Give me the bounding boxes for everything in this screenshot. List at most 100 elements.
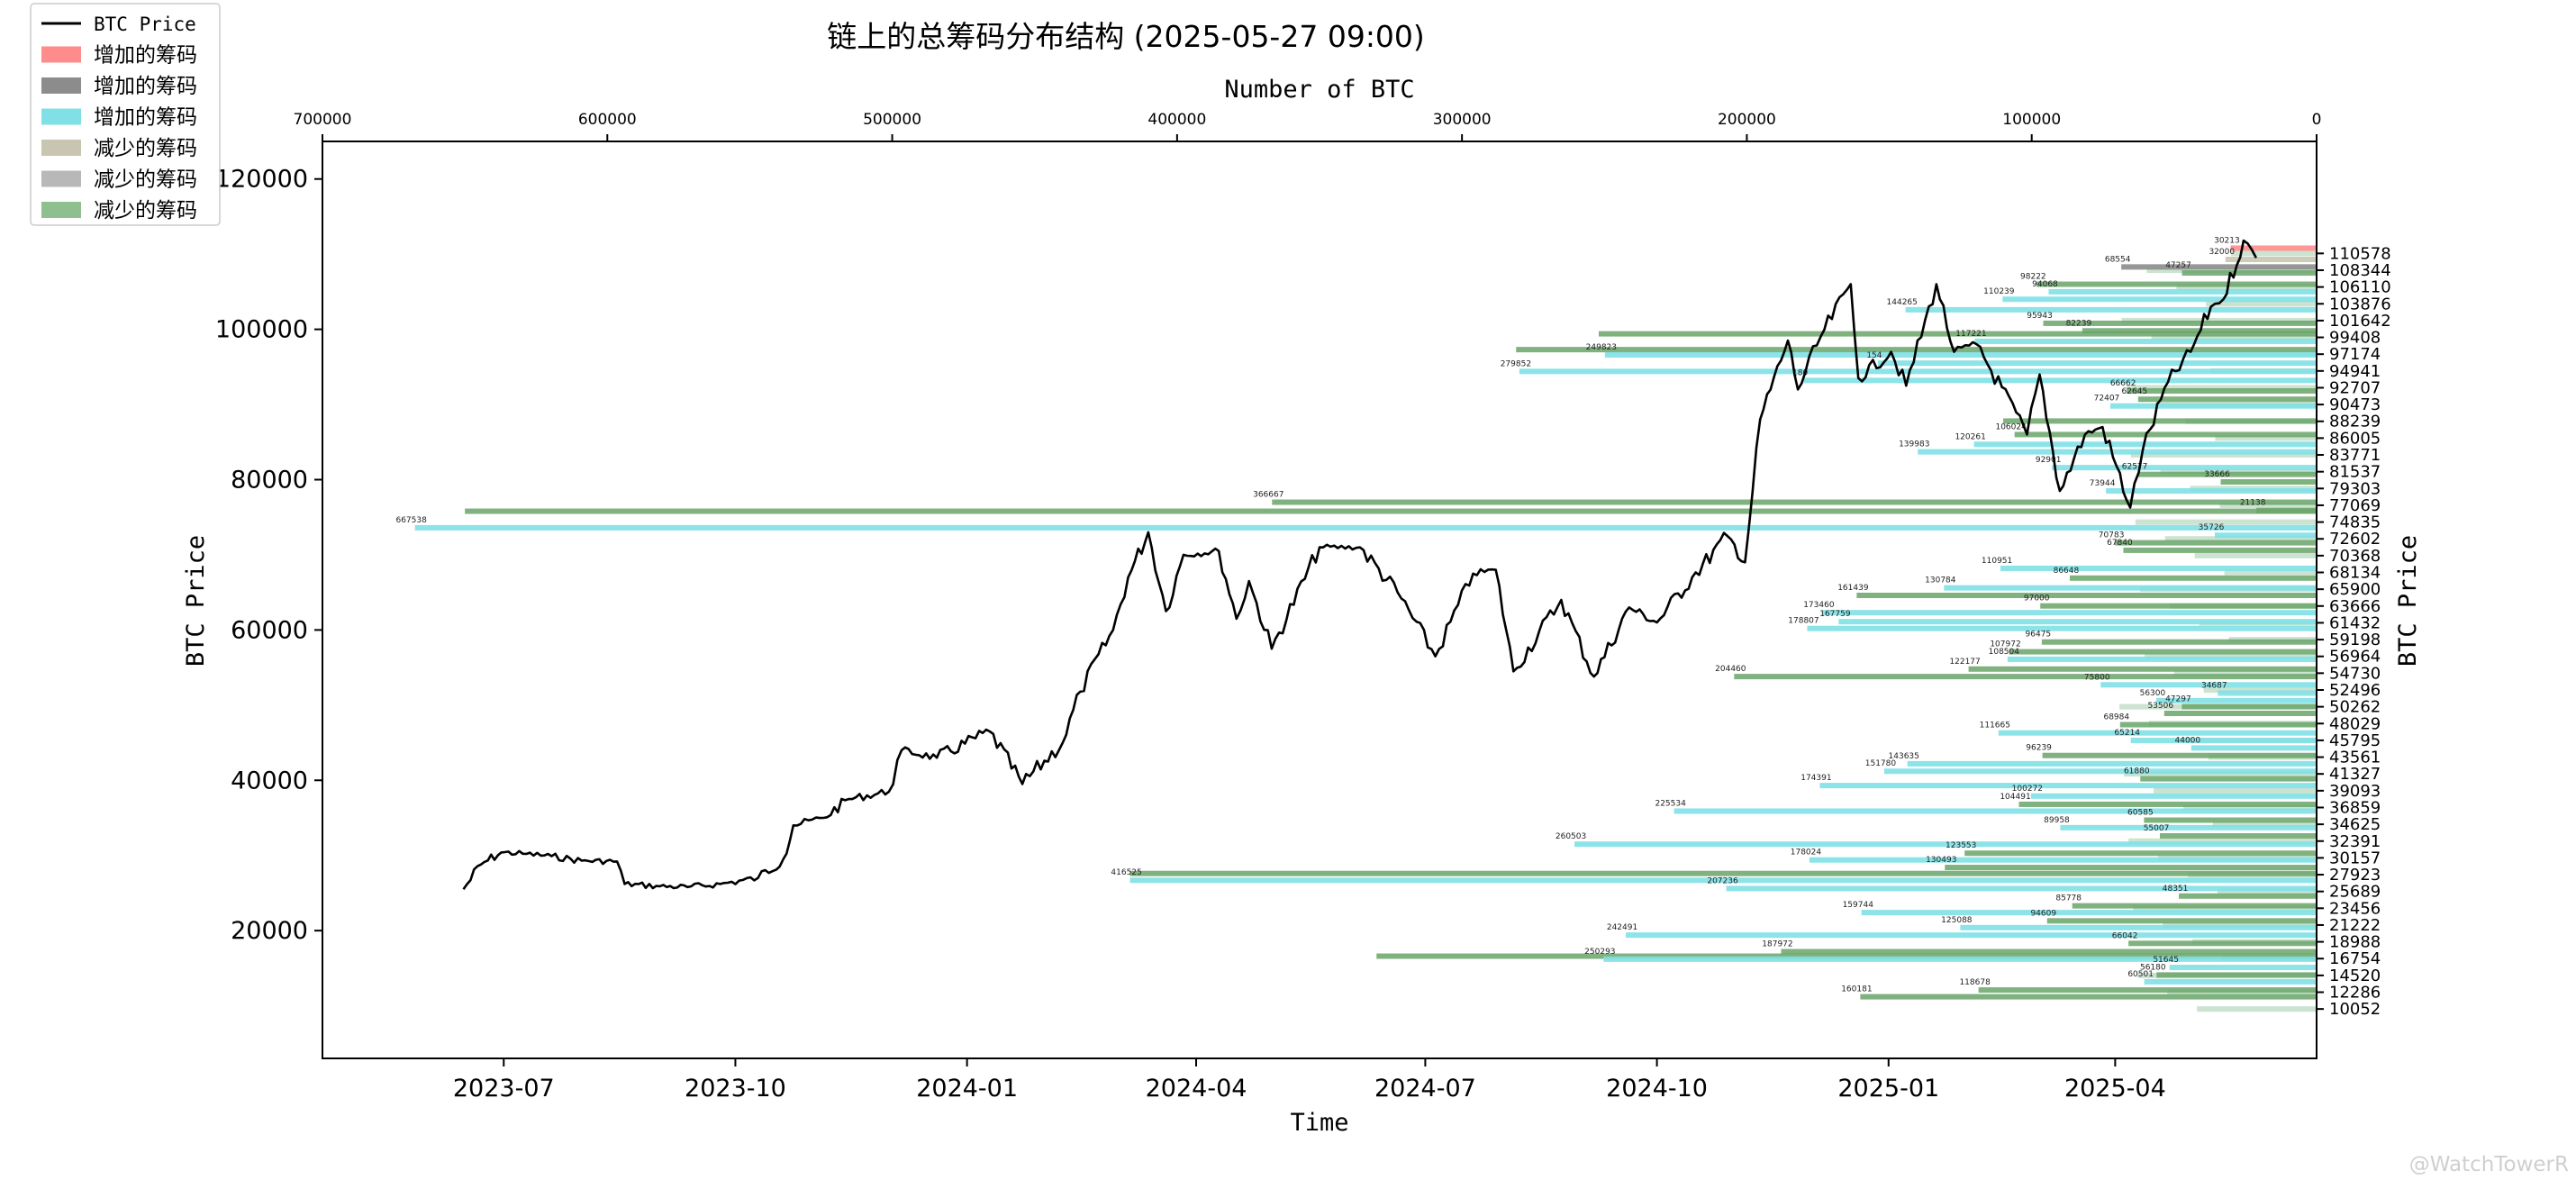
- chip-bar-label: 85778: [2055, 894, 2082, 903]
- chip-bar: [2018, 801, 2317, 807]
- chip-bar: [2009, 649, 2317, 655]
- chip-bar: [2155, 697, 2317, 703]
- chip-bar-label: 66662: [2110, 379, 2136, 388]
- chip-bar-label: 51645: [2153, 956, 2179, 965]
- chip-bar: [2072, 903, 2317, 909]
- right-tick-label: 23456: [2329, 899, 2381, 918]
- chip-bar: [1978, 987, 2317, 994]
- right-tick-label: 74835: [2329, 513, 2381, 532]
- background-chip-bar: [2203, 686, 2317, 693]
- chip-bar-label: 107972: [1990, 640, 2020, 649]
- legend-label: 减少的筹码: [94, 168, 197, 192]
- chip-bar: [2003, 418, 2317, 424]
- right-tick-label: 106110: [2329, 278, 2391, 297]
- chip-bar-label: 207236: [1707, 876, 1738, 885]
- chip-bar-label: 249823: [1586, 343, 1617, 352]
- chip-bar: [2109, 403, 2317, 409]
- chip-bar-label: 96475: [2026, 631, 2052, 640]
- chip-bar-label: 187972: [1762, 940, 1792, 949]
- chip-bar-label: 180: [1792, 368, 1808, 377]
- chip-bar: [1968, 666, 2317, 672]
- right-tick-label: 25689: [2329, 883, 2381, 902]
- chip-bar-label: 96239: [2026, 744, 2052, 753]
- chip-bar: [1944, 585, 2317, 591]
- legend-patch-swatch: [41, 108, 81, 125]
- chip-bar-label: 56180: [2140, 963, 2166, 972]
- chip-bar: [1673, 808, 2317, 814]
- chip-bar-label: 73944: [2090, 479, 2116, 488]
- chip-bar: [2160, 833, 2317, 840]
- chip-bar: [2140, 776, 2317, 782]
- right-tick-label: 43561: [2329, 749, 2381, 767]
- chip-bar: [1973, 441, 2317, 448]
- chip-bar: [2121, 264, 2317, 270]
- chip-bar-label: 34687: [2201, 681, 2227, 690]
- chip-bar: [2138, 471, 2317, 477]
- right-tick-label: 16754: [2329, 949, 2381, 968]
- chip-bar-label: 48351: [2163, 885, 2189, 894]
- chip-bar-label: 95943: [2027, 312, 2053, 321]
- chip-bar: [1603, 956, 2317, 962]
- chip-bar: [1726, 885, 2317, 892]
- chip-bar: [1860, 994, 2317, 1000]
- right-tick-label: 94941: [2329, 362, 2381, 381]
- chip-bar: [2069, 575, 2317, 581]
- chip-bar: [414, 524, 2317, 531]
- background-chip-bar: [2217, 888, 2317, 894]
- right-tick-label: 32391: [2329, 832, 2381, 851]
- legend-patch-swatch: [41, 202, 81, 218]
- chip-bar: [2215, 532, 2317, 539]
- right-tick-label: 63666: [2329, 597, 2381, 616]
- right-tick-label: 59198: [2329, 631, 2381, 649]
- chip-bar: [2014, 431, 2317, 438]
- chip-bar: [2179, 893, 2317, 899]
- chip-bar-label: 68554: [2105, 255, 2131, 264]
- chip-bar: [1129, 877, 2317, 884]
- chip-bar-label: 62645: [2122, 387, 2148, 396]
- chip-bar: [2130, 738, 2317, 744]
- legend-label: 增加的筹码: [94, 44, 197, 68]
- plot-frame: [322, 141, 2317, 1059]
- background-chip-bar: [2164, 536, 2317, 542]
- chip-bar-label: 159744: [1843, 901, 1874, 910]
- background-chip-bar: [2144, 653, 2317, 659]
- chip-bar: [1907, 760, 2317, 767]
- chip-bar-label: 94609: [2030, 909, 2056, 918]
- right-tick-label: 41327: [2329, 765, 2381, 784]
- right-tick-label: 39093: [2329, 782, 2381, 801]
- legend-patch-swatch: [41, 46, 81, 63]
- x-tick-label: 2024-04: [1146, 1075, 1247, 1103]
- chip-bar: [2042, 752, 2317, 758]
- chip-bar-label: 125088: [1941, 916, 1973, 925]
- chip-bar-label: 92901: [2036, 456, 2062, 465]
- chip-bar-label: 100272: [2012, 785, 2043, 794]
- chip-bar: [1807, 625, 2317, 631]
- chip-bar-label: 110951: [1982, 557, 2012, 566]
- background-chip-bar: [2215, 435, 2317, 441]
- chip-bar-label: 178807: [1788, 617, 1819, 626]
- chip-bar: [2002, 296, 2317, 303]
- chip-bar: [1809, 857, 2317, 863]
- chip-bar-label: 154: [1866, 351, 1882, 360]
- chip-bar: [1861, 910, 2317, 916]
- chip-bar-label: 667538: [395, 516, 427, 525]
- background-chip-bar: [2128, 838, 2317, 844]
- chip-bar: [1960, 924, 2317, 930]
- y-tick-label: 120000: [215, 166, 308, 194]
- background-chip-bar: [2219, 502, 2317, 508]
- right-tick-label: 12286: [2329, 984, 2381, 1003]
- right-tick-label: 18988: [2329, 933, 2381, 952]
- chip-bar-label: 143635: [1889, 752, 1919, 761]
- right-tick-label: 81537: [2329, 463, 2381, 482]
- right-tick-label: 79303: [2329, 479, 2381, 498]
- chip-bar-label: 250293: [1584, 948, 1615, 957]
- legend-label: 增加的筹码: [94, 106, 197, 130]
- chip-bar: [1998, 730, 2317, 736]
- chip-bar: [2046, 918, 2317, 924]
- chip-bar: [2048, 288, 2317, 295]
- chip-bar-label: 67840: [2107, 539, 2133, 548]
- chip-bar: [2041, 639, 2317, 645]
- background-chip-bar: [2146, 267, 2317, 273]
- chip-bar: [1734, 674, 2317, 680]
- y-tick-label: 60000: [231, 616, 308, 644]
